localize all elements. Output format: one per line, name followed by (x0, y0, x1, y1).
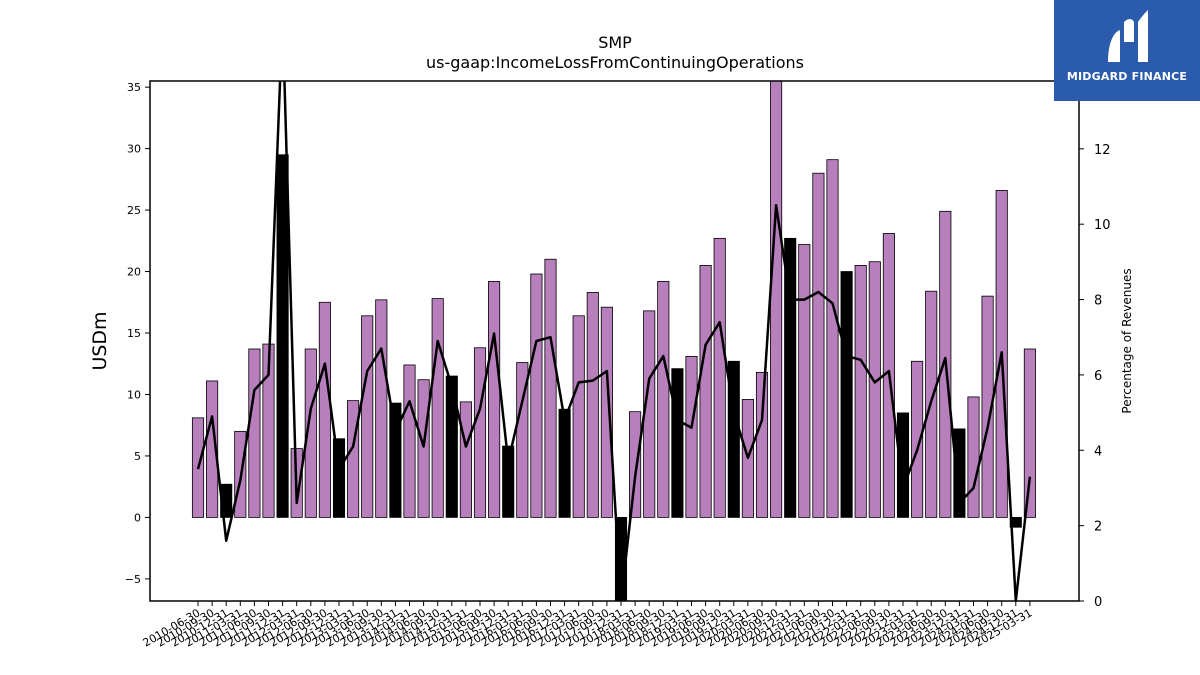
bar-2018-12-31 (671, 368, 684, 518)
brand-logo: MIDGARD FINANCE (1054, 0, 1200, 101)
y2-tick-label: 10 (1094, 218, 1111, 233)
y-tick-label: −5 (125, 573, 141, 586)
y2-tick-label: 6 (1094, 369, 1102, 384)
y-axis-label: USDm (89, 311, 111, 370)
bar-2012-09-30 (318, 301, 331, 518)
y-tick-label: 30 (127, 143, 141, 156)
bar-2015-06-30 (473, 347, 487, 518)
bar-2010-09-30 (206, 380, 219, 518)
bar-2013-09-30 (375, 299, 388, 518)
bar-2014-12-31 (445, 375, 458, 518)
bar-2020-09-30 (770, 80, 783, 518)
bar-2020-12-31 (784, 237, 797, 518)
percentage-line (196, 81, 1032, 601)
bar-2012-06-30 (304, 348, 317, 518)
y-tick-label: 0 (134, 511, 141, 524)
bar-2013-03-31 (347, 400, 360, 518)
bar-2024-03-31 (967, 396, 980, 518)
y2-tick-label: 8 (1094, 294, 1102, 309)
bar-2017-09-30 (600, 306, 613, 518)
y2-tick-label: 0 (1094, 595, 1102, 610)
bar-2016-03-31 (516, 362, 529, 518)
chart-subtitle: us-gaap:IncomeLossFromContinuingOperatio… (426, 53, 804, 72)
bar-2024-06-30 (981, 295, 994, 518)
bar-2025-03-31 (1023, 348, 1036, 518)
bar-2021-06-30 (812, 172, 825, 518)
bar-2012-12-31 (332, 438, 346, 518)
y-tick-label: 35 (127, 81, 141, 94)
y-tick-label: 5 (134, 450, 141, 463)
bar-2019-03-31 (685, 355, 698, 518)
bar-2023-03-31 (911, 360, 924, 518)
bar-2019-06-30 (699, 264, 712, 518)
bar-2016-06-30 (530, 273, 543, 518)
bar-2019-09-30 (713, 237, 726, 518)
y-tick-label: 25 (127, 204, 141, 217)
y-tick-label: 20 (127, 266, 141, 279)
bar-2017-06-30 (586, 292, 599, 518)
bar-2016-12-31 (558, 408, 571, 518)
y2-axis-label: Percentage of Revenues (1120, 268, 1134, 413)
bar-2011-12-31 (276, 154, 289, 518)
bar-2019-12-31 (727, 360, 740, 518)
bar-2011-06-30 (248, 348, 261, 518)
plot-frame (149, 80, 1080, 602)
bar-2013-06-30 (361, 315, 374, 518)
bar-2021-03-31 (798, 244, 811, 518)
y-tick-label: 10 (127, 388, 141, 401)
logo-text: MIDGARD FINANCE (1066, 70, 1188, 83)
bar-2013-12-31 (389, 402, 402, 518)
bar-2015-09-30 (488, 280, 501, 518)
bar-2014-03-31 (403, 364, 416, 518)
bar-2022-06-30 (868, 261, 881, 518)
bar-2014-09-30 (431, 298, 444, 518)
bar-2018-03-31 (629, 411, 642, 518)
line-group (196, 81, 1032, 601)
y2-tick-label: 4 (1094, 444, 1102, 459)
bar-2018-09-30 (657, 280, 670, 518)
bar-2015-03-31 (459, 401, 472, 518)
bar-2022-12-31 (896, 412, 910, 518)
bar-2021-09-30 (826, 159, 839, 518)
bar-2017-03-31 (572, 315, 585, 518)
bar-group (191, 80, 1036, 602)
logo-mark-icon (1108, 10, 1148, 62)
bar-2014-06-30 (417, 379, 430, 518)
y2-tick-label: 2 (1094, 520, 1102, 535)
y-axis-ticks: −5 0 5 10 15 20 25 30 35 (125, 81, 150, 586)
bar-2023-12-31 (953, 428, 966, 518)
y2-axis-ticks: 0 2 4 6 8 10 12 (1079, 143, 1111, 610)
bar-2020-06-30 (755, 371, 769, 518)
x-axis-ticks: 2010-06-302010-09-302010-12-312011-03-31… (141, 601, 1034, 650)
y2-tick-label: 12 (1094, 143, 1111, 158)
bar-2016-09-30 (544, 258, 557, 518)
bar-2015-12-31 (502, 445, 515, 518)
bar-2022-03-31 (854, 264, 867, 518)
chart-title: SMP (598, 33, 632, 52)
y-tick-label: 15 (127, 327, 141, 340)
bar-2021-12-31 (840, 271, 853, 518)
